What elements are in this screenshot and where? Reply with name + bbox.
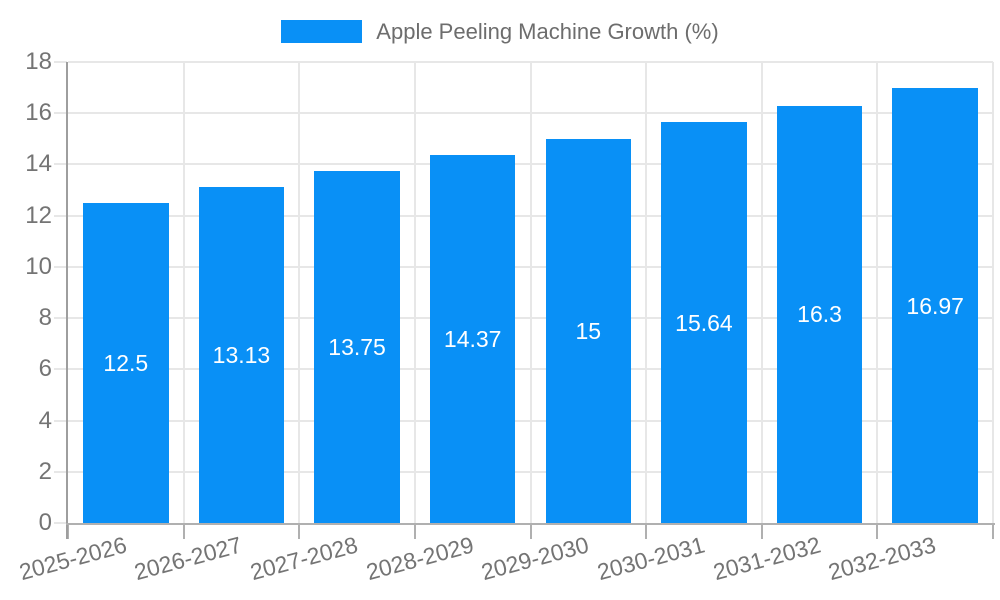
bar[interactable]	[429, 154, 516, 523]
x-gridline	[298, 62, 301, 523]
y-tick-mark	[54, 163, 67, 166]
bar[interactable]	[776, 105, 863, 523]
x-tick-label: 2031-2032	[709, 531, 823, 586]
bar[interactable]	[83, 202, 169, 523]
x-tick-label: 2028-2029	[363, 531, 477, 586]
x-tick-mark	[876, 523, 879, 539]
y-tick-mark	[54, 470, 67, 473]
x-gridline	[876, 62, 879, 523]
bar[interactable]	[892, 88, 978, 523]
x-tick-mark	[760, 523, 763, 539]
bar[interactable]	[661, 122, 747, 523]
bar-value-label: 16.97	[906, 292, 964, 319]
x-gridline	[413, 62, 416, 523]
x-gridline	[760, 62, 763, 523]
x-tick-mark	[182, 523, 185, 539]
y-tick-label: 2	[38, 457, 52, 485]
bar-value-label: 12.5	[103, 349, 149, 376]
x-tick-mark	[298, 523, 301, 539]
x-gridline	[645, 62, 648, 523]
y-tick-mark	[54, 265, 67, 268]
x-axis-line	[66, 523, 995, 525]
x-tick-label: 2030-2031	[594, 531, 708, 586]
x-tick-mark	[645, 523, 648, 539]
x-tick-label: 2027-2028	[247, 531, 361, 586]
x-gridline	[529, 62, 532, 523]
bar-value-label: 13.13	[212, 341, 271, 368]
y-tick-label: 12	[25, 201, 52, 229]
x-gridline	[992, 62, 994, 523]
bar-value-label: 16.3	[797, 301, 842, 328]
x-tick-mark	[992, 523, 994, 539]
y-tick-label: 6	[38, 355, 52, 383]
bar-value-label: 14.37	[443, 325, 502, 352]
bar-value-label: 15.64	[675, 309, 733, 336]
y-tick-mark	[54, 419, 67, 422]
x-tick-label: 2026-2027	[131, 531, 245, 586]
y-tick-label: 14	[25, 150, 52, 178]
x-tick-label: 2032-2033	[825, 531, 939, 586]
y-tick-label: 18	[25, 48, 52, 75]
y-tick-mark	[54, 214, 67, 217]
y-tick-mark	[54, 112, 67, 115]
bar-value-label: 15	[575, 317, 602, 344]
y-tick-label: 16	[25, 99, 52, 127]
bar[interactable]	[545, 138, 632, 523]
y-tick-mark	[54, 61, 67, 63]
y-tick-label: 8	[38, 304, 52, 332]
y-tick-label: 10	[25, 252, 52, 280]
bar-value-label: 13.75	[328, 333, 386, 360]
x-tick-mark	[67, 523, 69, 539]
chart-legend[interactable]: Apple Peeling Machine Growth (%)	[0, 18, 1000, 45]
y-axis-line	[66, 62, 68, 539]
x-gridline	[182, 62, 185, 523]
y-tick-mark	[54, 368, 67, 371]
x-tick-label: 2029-2030	[478, 531, 592, 586]
x-tick-mark	[529, 523, 532, 539]
y-tick-label: 4	[38, 406, 52, 434]
y-tick-mark	[54, 317, 67, 320]
bar[interactable]	[198, 186, 285, 523]
x-tick-mark	[413, 523, 416, 539]
y-tick-mark	[54, 522, 67, 524]
bar[interactable]	[314, 170, 400, 523]
legend-swatch-icon[interactable]	[281, 20, 363, 43]
legend-label: Apple Peeling Machine Growth (%)	[376, 19, 719, 44]
x-tick-label: 2025-2026	[16, 531, 130, 586]
plot-area: 0 2 4 6 8 10 12 14 16 18 12.5 2025-2026 13.13 2026-20…	[16, 49, 995, 585]
y-tick-label: 0	[38, 509, 52, 536]
